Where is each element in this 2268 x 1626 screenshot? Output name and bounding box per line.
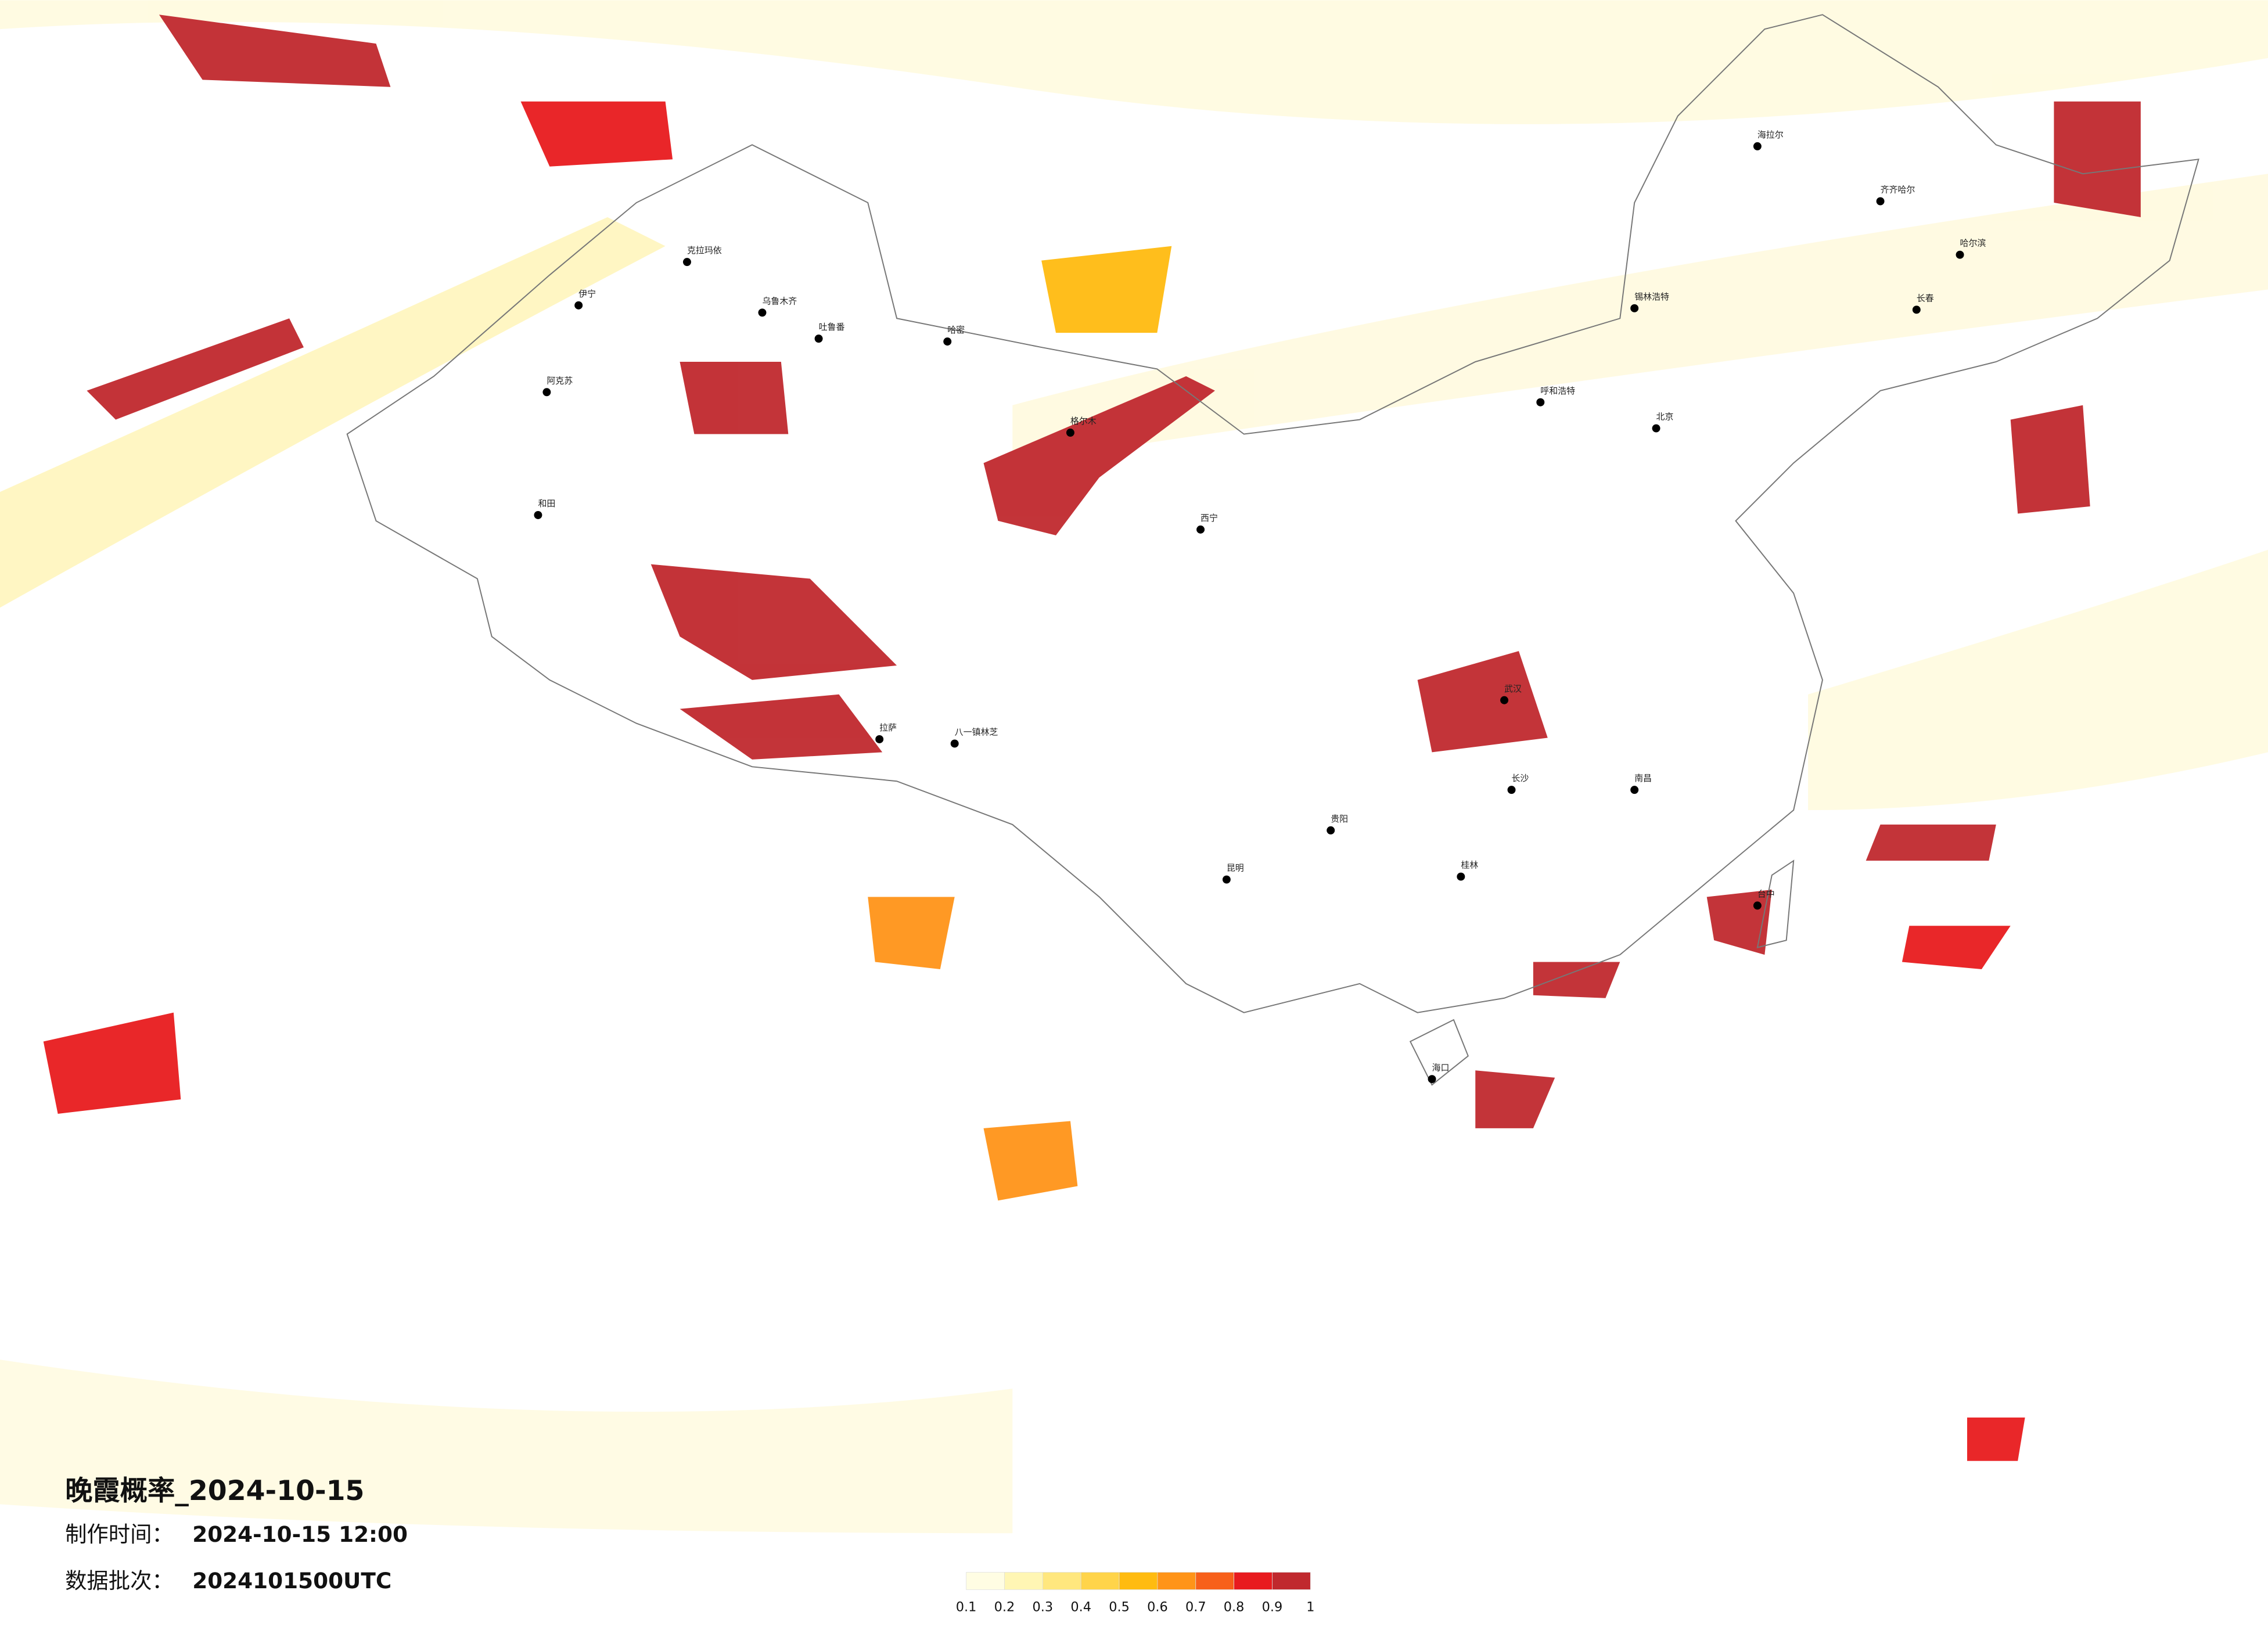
- city-dot: [943, 337, 952, 346]
- made-time-label: 制作时间：: [65, 1521, 174, 1547]
- city-dot: [542, 388, 551, 397]
- colorbar-cell: [1080, 1572, 1120, 1590]
- city-label: 阿克苏: [547, 375, 573, 386]
- colorbar-tick-label: 0.2: [994, 1600, 1015, 1615]
- colorbar-cell: [1234, 1572, 1273, 1590]
- city-label: 吐鲁番: [819, 322, 845, 332]
- colorbar-tick-label: 0.3: [1033, 1600, 1054, 1615]
- city-dot: [1630, 786, 1639, 794]
- city-label: 伊宁: [578, 289, 596, 299]
- city-dot: [1753, 901, 1762, 910]
- batch-label: 数据批次：: [65, 1568, 174, 1593]
- city-dot: [1912, 305, 1921, 314]
- colorbar-tick-label: 0.8: [1224, 1600, 1245, 1615]
- city-label: 和田: [538, 498, 555, 509]
- island-outline: [1409, 859, 1795, 1086]
- colorbar-tick-label: 0.6: [1147, 1600, 1168, 1615]
- colorbar-cell: [1004, 1572, 1043, 1590]
- colorbar-tick-label: 0.4: [1070, 1600, 1091, 1615]
- city-label: 西宁: [1201, 513, 1218, 523]
- colorbar-cell: [1157, 1572, 1196, 1590]
- city-label: 台中: [1757, 888, 1775, 899]
- city-label: 贵阳: [1331, 814, 1348, 824]
- city-label: 乌鲁木齐: [762, 296, 797, 306]
- city-dot: [534, 510, 542, 519]
- city-label: 哈密: [947, 325, 965, 335]
- city-dot: [1536, 398, 1545, 406]
- city-dot: [1327, 826, 1335, 834]
- city-dot: [1066, 429, 1074, 437]
- city-label: 桂林: [1461, 860, 1478, 870]
- city-dot: [1428, 1075, 1436, 1084]
- title: 晚霞概率_2024-10-15: [65, 1475, 364, 1507]
- city-dot: [1507, 786, 1516, 794]
- colorbar-tick-label: 0.7: [1185, 1600, 1206, 1615]
- city-dot: [875, 735, 884, 743]
- city-label: 武汉: [1504, 684, 1522, 694]
- city-label: 齐齐哈尔: [1881, 185, 1915, 195]
- batch: 2024101500UTC: [192, 1568, 391, 1593]
- colorbar-tick-label: 1: [1306, 1600, 1314, 1615]
- city-dot: [1630, 304, 1639, 312]
- city-dot: [1876, 197, 1885, 206]
- city-dot: [1500, 696, 1509, 704]
- city-label: 克拉玛依: [687, 245, 722, 256]
- city-dot: [574, 301, 583, 310]
- colorbar-tick-label: 0.5: [1109, 1600, 1130, 1615]
- city-label: 哈尔滨: [1960, 238, 1986, 249]
- city-label: 北京: [1656, 412, 1674, 422]
- country-outline: [346, 14, 2199, 1013]
- city-dot: [682, 258, 691, 267]
- city-label: 昆明: [1227, 863, 1244, 873]
- city-dot: [1196, 525, 1205, 534]
- colorbar-tick-label: 0.9: [1262, 1600, 1283, 1615]
- city-label: 呼和浩特: [1540, 386, 1575, 396]
- colorbar-cell: [1195, 1572, 1234, 1590]
- city-label: 格尔木: [1070, 416, 1097, 426]
- city-label: 海口: [1432, 1062, 1450, 1073]
- colorbar: 0.1 0.2 0.3 0.4 0.5 0.6 0.7 0.8 0.9 1: [956, 1572, 1314, 1615]
- colorbar-cell: [1119, 1572, 1158, 1590]
- city-label: 长春: [1917, 293, 1934, 303]
- city-dot: [1222, 875, 1231, 884]
- probability-field: [0, 0, 2268, 1534]
- city-label: 八一镇林芝: [955, 727, 998, 738]
- city-dot: [1753, 142, 1762, 150]
- city-dot: [758, 308, 767, 317]
- city-dot: [814, 334, 823, 343]
- made-time: 2024-10-15 12:00: [192, 1521, 408, 1547]
- colorbar-cell: [1272, 1572, 1311, 1590]
- colorbar-cell: [1042, 1572, 1081, 1590]
- city-label: 长沙: [1512, 773, 1529, 783]
- city-dot: [1652, 424, 1660, 433]
- city-label: 南昌: [1634, 773, 1652, 783]
- colorbar-cell: [966, 1572, 1005, 1590]
- city-dot: [1956, 250, 1964, 259]
- city-dot: [950, 739, 959, 748]
- city-label: 拉萨: [879, 722, 897, 733]
- city-label: 海拉尔: [1757, 129, 1784, 140]
- city-label: 锡林浩特: [1634, 292, 1669, 302]
- colorbar-tick-label: 0.1: [956, 1600, 977, 1615]
- city-dot: [1457, 872, 1465, 881]
